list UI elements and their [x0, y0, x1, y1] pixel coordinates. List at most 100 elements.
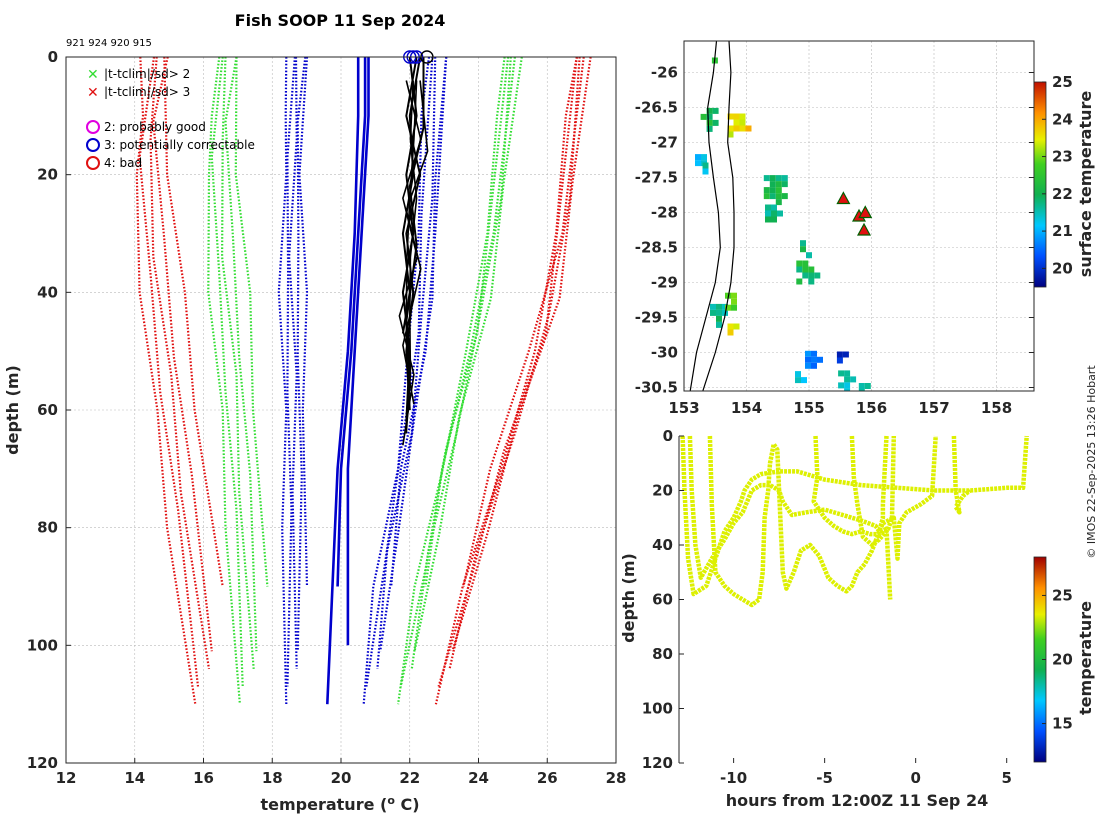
climatology-line — [149, 56, 211, 670]
sst-pixel — [733, 119, 740, 126]
x-tick-label: 155 — [793, 399, 824, 417]
y-tick-label: 120 — [642, 754, 673, 772]
sst-pixel — [805, 362, 811, 369]
sst-pixel — [808, 266, 815, 273]
x-tick-label: 153 — [668, 399, 699, 417]
station-triangle — [856, 222, 872, 236]
sst-pixel — [775, 199, 782, 206]
climatology-line — [152, 56, 213, 652]
x-tick-label: 18 — [262, 769, 283, 787]
sst-pixel — [706, 125, 713, 132]
coastline — [689, 41, 721, 391]
climatology-line — [410, 56, 512, 670]
timedepth-colorbar-label: temperature — [1076, 601, 1095, 715]
sst-pixel — [727, 125, 734, 132]
sst-pixel — [811, 350, 817, 357]
climatology-line — [399, 56, 510, 687]
sst-pixel — [727, 323, 734, 330]
sst-pixel — [769, 193, 776, 200]
y-tick-label: 0 — [663, 427, 673, 445]
climatology-line — [224, 56, 258, 652]
x-tick-label: 154 — [731, 399, 762, 417]
sst-pixel — [712, 119, 719, 126]
colorbar-tick-label: 20 — [1052, 651, 1073, 669]
sst-pixel — [700, 113, 707, 120]
x-tick-label: 12 — [56, 769, 77, 787]
sst-pixel — [800, 240, 806, 247]
station-markers — [836, 191, 873, 236]
time-depth-track — [687, 435, 938, 580]
sst-pixel — [695, 154, 701, 161]
sst-pixel — [763, 193, 770, 200]
sst-pixel — [771, 204, 777, 211]
chart-title: Fish SOOP 11 Sep 2024 — [235, 11, 446, 30]
sst-pixel — [765, 210, 771, 217]
x-tick-label: 24 — [468, 769, 489, 787]
sst-pixel — [802, 266, 809, 273]
climatology-line — [207, 56, 241, 705]
climatology-line — [277, 56, 288, 705]
climatology-limits — [135, 56, 592, 705]
sst-pixel — [763, 175, 770, 182]
sst-pixel — [781, 181, 788, 188]
legend-x-green: |t-tclim|/sd> 2 — [104, 67, 190, 81]
sst-pixel — [765, 216, 771, 223]
y-tick-label: -28.5 — [635, 239, 678, 257]
sst-pixel — [765, 204, 771, 211]
time-depth-track — [951, 435, 972, 515]
y-tick-label: -26 — [651, 64, 678, 82]
timedepth-ylabel: depth (m) — [619, 553, 638, 643]
colorbar-tick-label: 22 — [1052, 185, 1073, 203]
x-tick-label: 26 — [537, 769, 558, 787]
y-tick-label: 40 — [652, 536, 673, 554]
sst-field — [695, 57, 871, 391]
climatology-line — [163, 56, 224, 587]
sst-pixel — [805, 356, 811, 363]
time-depth-track — [680, 435, 1029, 597]
y-tick-label: 100 — [27, 636, 58, 654]
colorbar-tick-label: 20 — [1052, 259, 1073, 277]
timedepth-panel: -10 -5 0 5 0 20 40 60 80 100 120 hours from 12:00Z… — [619, 427, 1095, 810]
time-depth-track — [707, 435, 889, 608]
x-tick-label: 20 — [331, 769, 352, 787]
sst-pixel — [775, 187, 782, 194]
sst-pixel — [864, 383, 871, 389]
time-depth-track — [811, 435, 893, 600]
climatology-line — [287, 56, 298, 669]
sst-pixel — [775, 175, 782, 182]
sst-pixel — [811, 362, 817, 369]
y-tick-label: 20 — [37, 166, 58, 184]
legend-q2: 2: probably good — [104, 120, 206, 134]
map-colorbar-ticks: 20 21 22 23 24 25 — [1042, 73, 1073, 277]
sst-pixel — [706, 113, 713, 120]
y-tick-label: -27.5 — [635, 169, 678, 187]
sst-pixel — [769, 181, 776, 188]
profile-ids: 921 924 920 915 — [66, 38, 152, 49]
map-colorbar-label: surface temperature — [1076, 91, 1095, 278]
profile-ticks: 12 14 16 18 20 22 24 26 28 0 20 40 60 80 100 120 — [27, 48, 627, 787]
sst-pixel — [769, 187, 776, 194]
profile-legend: ✕ |t-tclim|/sd> 2 ✕ |t-tclim|/sd> 3 2: p… — [86, 67, 255, 170]
sst-pixel — [844, 376, 851, 383]
x-tick-label: 158 — [981, 399, 1012, 417]
x-tick-label: 157 — [918, 399, 949, 417]
sst-pixel — [836, 357, 843, 364]
sst-pixel — [795, 371, 801, 378]
climatology-line — [210, 56, 244, 687]
sst-pixel — [775, 181, 782, 188]
sst-pixel — [805, 350, 811, 357]
sst-pixel — [802, 260, 809, 267]
sst-pixel — [739, 125, 746, 132]
sst-pixel — [731, 304, 737, 311]
climatology-line — [434, 56, 578, 705]
sst-pixel — [781, 175, 788, 182]
sst-pixel — [733, 323, 740, 330]
sst-pixel — [727, 329, 734, 336]
sst-pixel — [842, 351, 849, 358]
y-tick-label: 40 — [37, 283, 58, 301]
sst-pixel — [702, 162, 709, 169]
y-tick-label: -26.5 — [635, 99, 678, 117]
green-x-icon: ✕ — [87, 67, 99, 83]
sst-pixel — [731, 292, 737, 299]
